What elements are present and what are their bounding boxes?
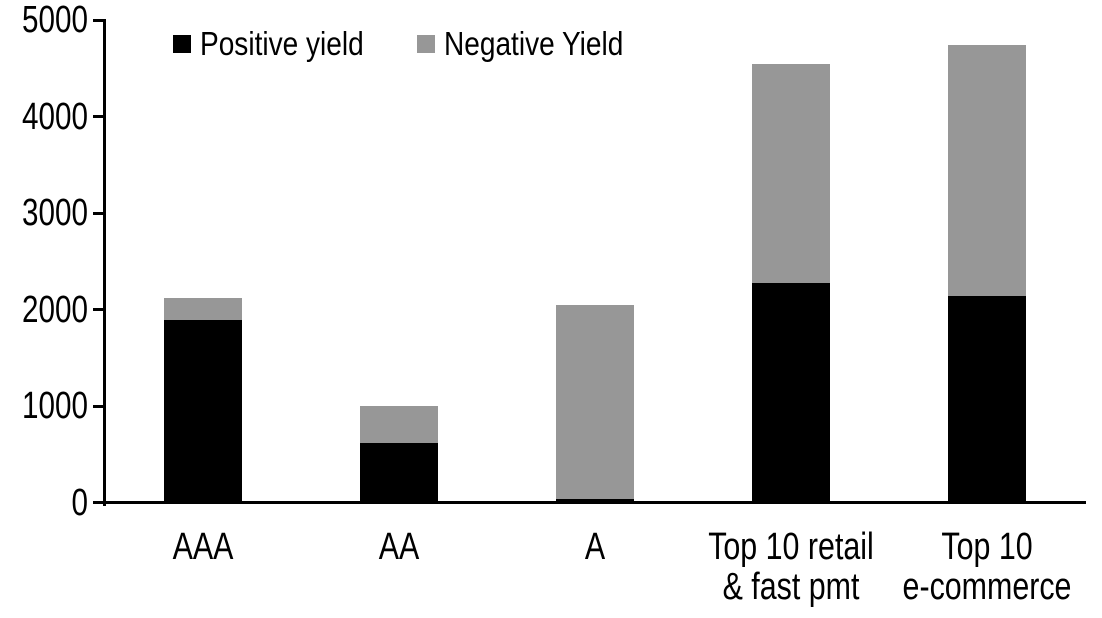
y-tick-label: 1000 bbox=[22, 385, 88, 428]
legend-label-positive-yield: Positive yield bbox=[200, 25, 364, 62]
legend-item-negative-yield: Negative Yield bbox=[417, 27, 655, 60]
legend-item-positive-yield: Positive yield bbox=[173, 27, 393, 60]
y-tick-label: 0 bbox=[71, 481, 88, 524]
y-tick-label: 5000 bbox=[22, 0, 88, 42]
x-axis-label-top-10-retail-fast-pmt: Top 10 retail & fast pmt bbox=[708, 526, 874, 608]
x-axis-label-aaa: AAA bbox=[172, 526, 234, 568]
y-tick-mark bbox=[93, 115, 105, 119]
bar-segment-negative-yield-aaa bbox=[164, 298, 242, 321]
y-axis-line bbox=[103, 19, 106, 506]
y-tick-label: 2000 bbox=[22, 288, 88, 331]
bar-segment-positive-yield-top-10-retail-fast-pmt bbox=[752, 282, 830, 503]
y-tick-mark bbox=[93, 501, 105, 504]
bar-segment-negative-yield-top-10-e-commerce bbox=[948, 45, 1026, 297]
bar-segment-negative-yield-aa bbox=[360, 406, 438, 443]
bar-segment-positive-yield-aaa bbox=[164, 320, 242, 503]
x-axis-label-a: A bbox=[584, 526, 606, 568]
bar-segment-positive-yield-aa bbox=[360, 442, 438, 503]
x-axis-label-aa: AA bbox=[378, 526, 420, 568]
x-axis-line bbox=[103, 501, 1086, 504]
y-tick-label: 3000 bbox=[22, 192, 88, 235]
y-tick-mark bbox=[93, 18, 105, 22]
negative-yield-swatch-icon bbox=[417, 34, 435, 53]
y-tick-label: 4000 bbox=[22, 95, 88, 138]
positive-yield-swatch-icon bbox=[173, 34, 191, 53]
y-tick-mark bbox=[93, 308, 105, 312]
y-tick-mark bbox=[93, 404, 105, 408]
legend-label-negative-yield: Negative Yield bbox=[444, 25, 624, 62]
x-axis-label-top-10-e-commerce: Top 10 e-commerce bbox=[902, 526, 1072, 608]
bar-segment-positive-yield-top-10-e-commerce bbox=[948, 296, 1026, 503]
y-tick-mark bbox=[93, 211, 105, 215]
bar-segment-negative-yield-a bbox=[556, 304, 634, 499]
bar-segment-negative-yield-top-10-retail-fast-pmt bbox=[752, 63, 830, 283]
bar-segment-positive-yield-a bbox=[556, 498, 634, 503]
